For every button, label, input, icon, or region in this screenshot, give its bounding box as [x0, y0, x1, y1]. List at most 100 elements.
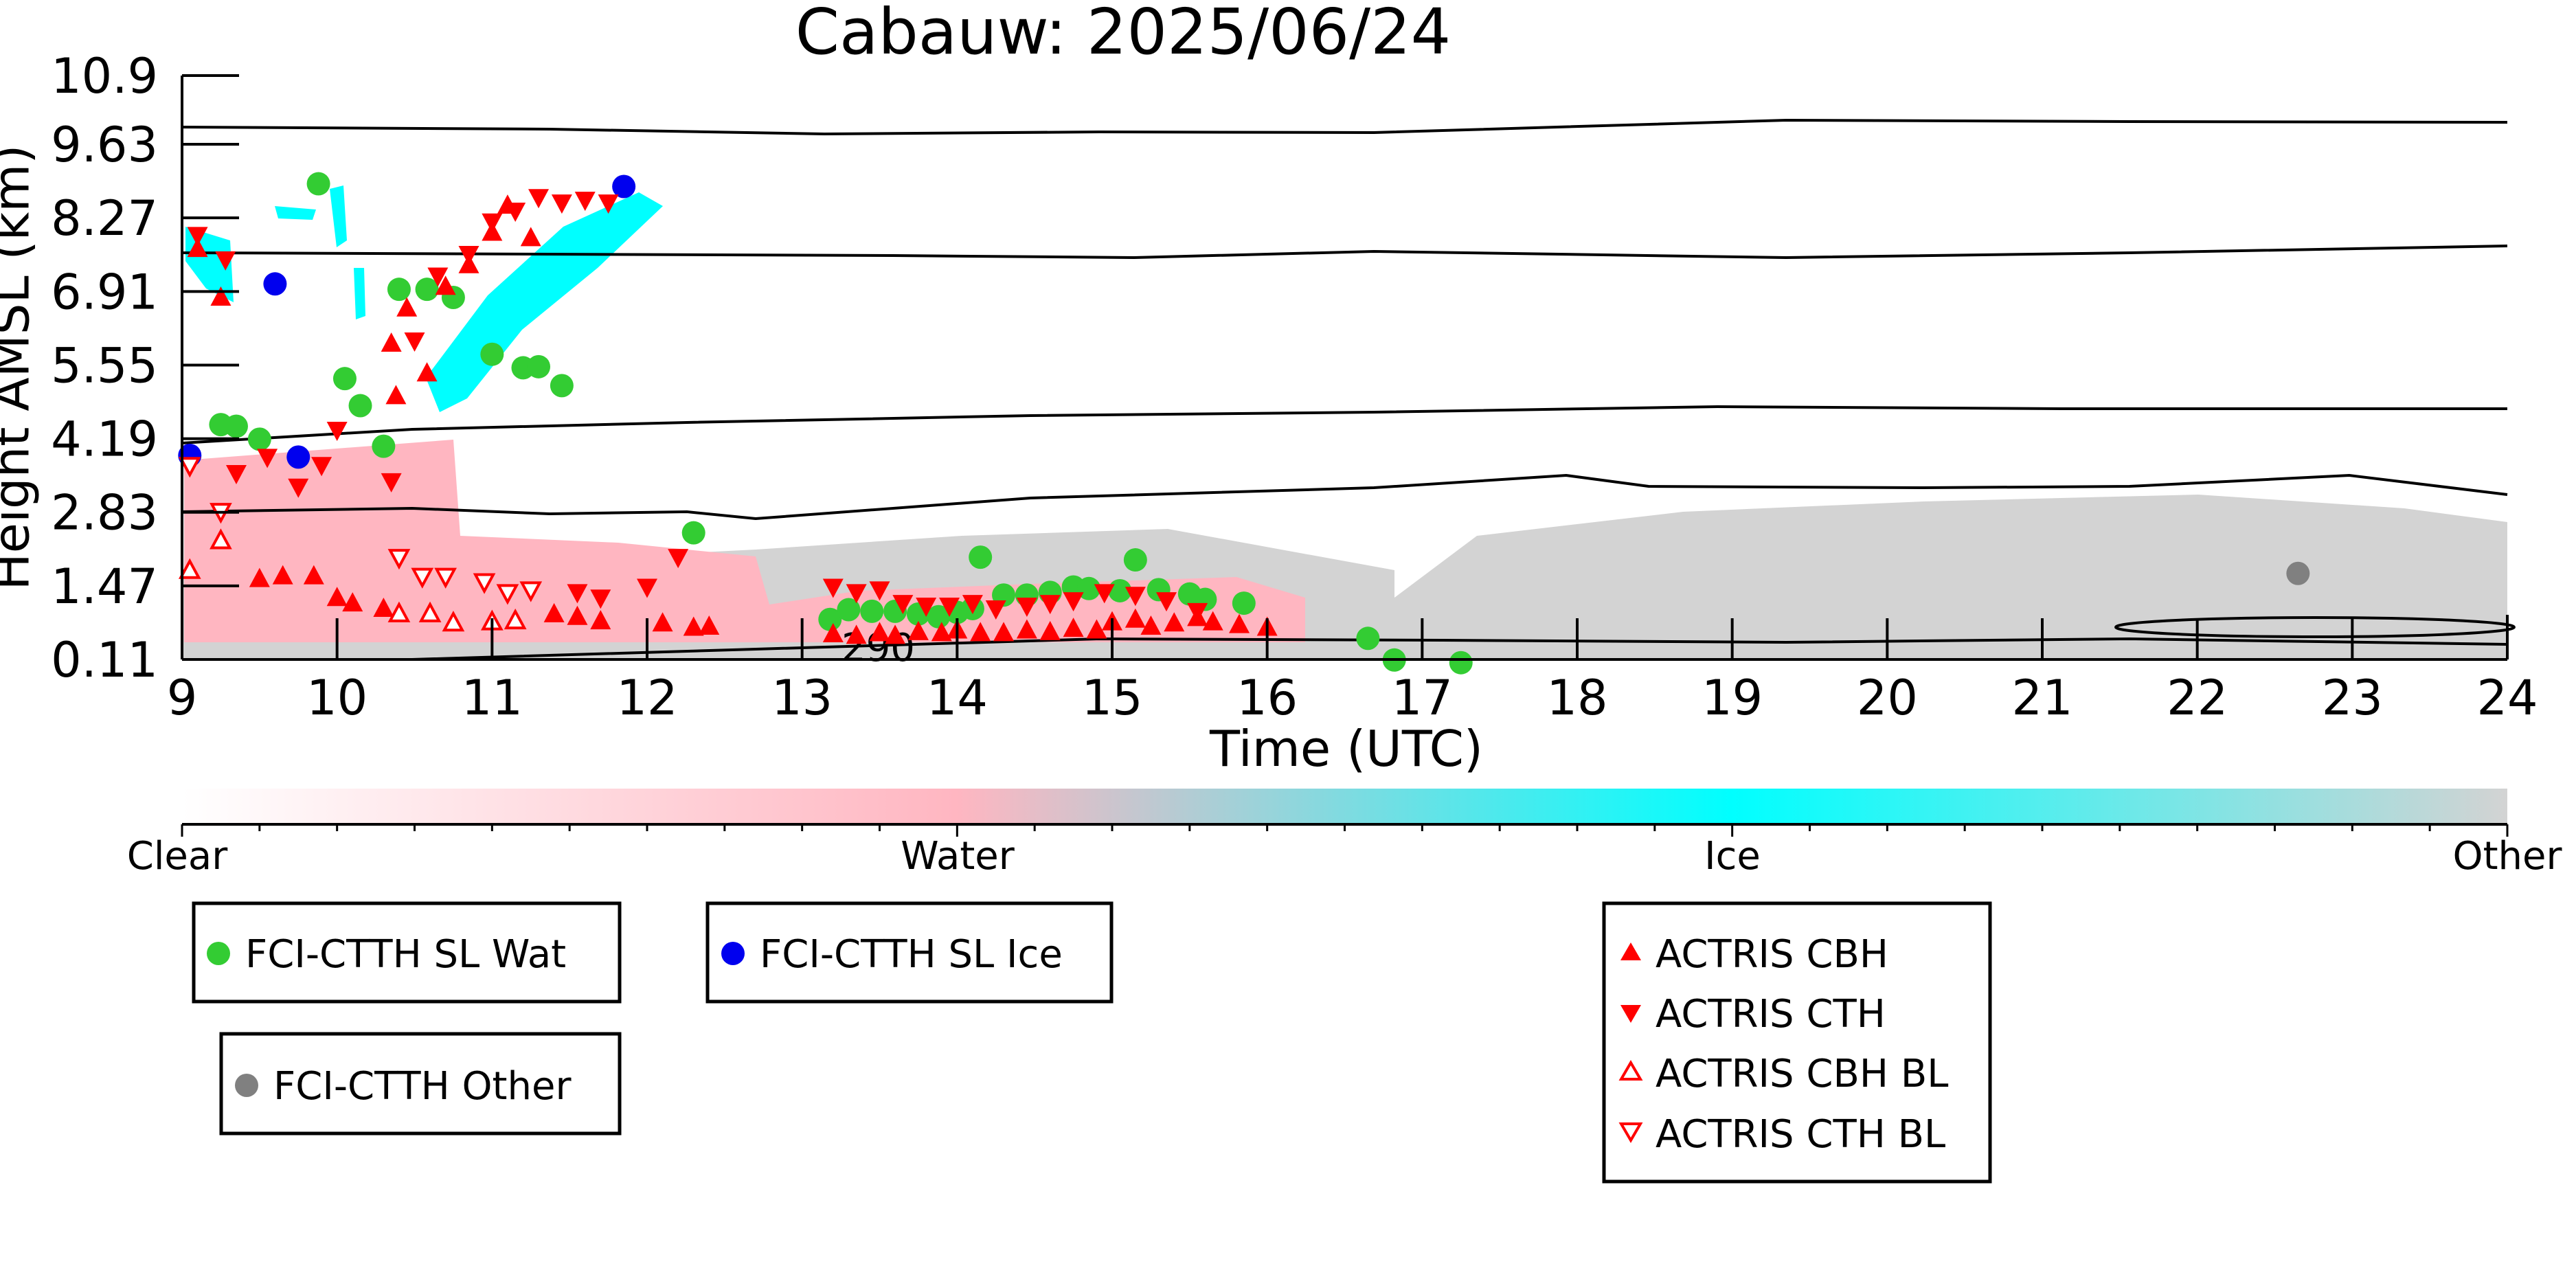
legend-ice: FCI-CTTH SL Ice [705, 901, 1114, 1004]
point-actris-cbh [385, 385, 407, 405]
point-actris-cbh [683, 616, 704, 636]
legend-label-wat: FCI-CTTH SL Wat [245, 932, 566, 977]
y-tick-label: 8.27 [51, 190, 158, 247]
point-actris-cth [1039, 595, 1061, 615]
legend-label-other: FCI-CTTH Other [273, 1064, 572, 1109]
x-tick-label: 13 [771, 670, 833, 726]
x-tick-label: 17 [1392, 670, 1453, 726]
point-actris-cth [869, 581, 890, 601]
point-actris-cth [590, 589, 611, 609]
point-fci-ice [612, 174, 636, 199]
point-actris-cth [551, 194, 572, 214]
point-actris-cbh [590, 610, 611, 630]
point-actris-cbh [520, 227, 541, 247]
y-tick-label: 1.47 [51, 558, 158, 615]
chart-title: Cabauw: 2025/06/24 [795, 0, 1451, 69]
point-actris-cth [1063, 592, 1084, 612]
contour-line [181, 118, 2508, 136]
point-actris-cth [939, 598, 960, 618]
x-tick-label: 19 [1702, 670, 1763, 726]
point-actris-cth [1187, 602, 1208, 622]
point-actris-cth [505, 202, 526, 222]
point-actris-cbh-bl [387, 601, 411, 622]
point-actris-cth [985, 600, 1006, 620]
point-actris-cbh-bl [178, 558, 201, 579]
legend-label-cth-bl: ACTRIS CTH BL [1656, 1112, 1945, 1157]
x-tick-label: 18 [1546, 670, 1607, 726]
x-tick-label: 21 [2011, 670, 2072, 726]
point-actris-cth [1016, 598, 1037, 618]
y-tick-label: 10.9 [51, 48, 158, 104]
point-actris-cbh [970, 622, 991, 642]
point-fci-wat [1077, 576, 1101, 600]
contour-ellipse [2114, 616, 2516, 638]
legend-marker-other [235, 1074, 258, 1097]
colorbar-label-clear: Clear [127, 834, 228, 879]
ice-fragments [275, 185, 365, 319]
point-actris-cbh [249, 567, 270, 587]
legend-marker-wat [207, 942, 230, 965]
point-actris-cbh [567, 605, 588, 625]
point-actris-cth-bl [519, 581, 543, 602]
point-actris-cbh [931, 622, 952, 642]
point-actris-cth [1094, 584, 1115, 604]
point-actris-cbh [885, 624, 906, 644]
legend-box [192, 901, 622, 1004]
point-actris-cbh [381, 332, 402, 352]
colorbar [182, 789, 2507, 824]
point-actris-cth [1125, 587, 1146, 607]
point-actris-cth [311, 457, 332, 477]
legend-wat: FCI-CTTH SL Wat [192, 901, 622, 1004]
y-tick-label: 9.63 [51, 117, 158, 173]
point-fci-wat [332, 367, 357, 391]
point-actris-cth [187, 227, 208, 247]
contour-line [411, 637, 2508, 661]
point-fci-ice [286, 445, 310, 469]
point-fci-wat [818, 607, 842, 631]
y-tick-label: 6.91 [51, 264, 158, 320]
point-actris-cbh [396, 297, 418, 317]
point-actris-cbh [342, 592, 363, 612]
point-actris-cth [482, 213, 503, 233]
point-actris-cth-bl [434, 567, 457, 589]
legend-actris: ACTRIS CBH ACTRIS CTH ACTRIS CBH BL ACTR… [1602, 901, 1992, 1184]
contour-line [181, 405, 2507, 444]
y-tick-label: 5.55 [51, 337, 158, 394]
point-actris-cbh [993, 622, 1015, 642]
point-actris-cbh-bl [504, 608, 527, 630]
point-fci-wat [1356, 626, 1380, 651]
x-tick-label: 15 [1081, 670, 1142, 726]
x-axis-label: Time (UTC) [1209, 720, 1483, 778]
contour-line [181, 245, 2508, 260]
point-fci-wat [969, 545, 993, 569]
point-actris-cbh [1140, 615, 1162, 635]
point-actris-cbh [435, 275, 456, 295]
point-actris-cth-bl [178, 457, 201, 478]
point-actris-cbh [1164, 612, 1185, 632]
point-actris-cth-bl [473, 573, 496, 594]
point-fci-wat [348, 394, 372, 418]
point-actris-cbh [187, 238, 208, 258]
point-actris-cth [326, 421, 348, 441]
point-fci-wat [927, 605, 951, 629]
point-fci-wat [1232, 591, 1256, 615]
point-actris-cbh [272, 565, 293, 585]
point-actris-cbh [1063, 618, 1084, 637]
point-fci-other [2286, 561, 2310, 585]
x-tick-label: 14 [927, 670, 988, 726]
point-actris-cth [846, 584, 867, 604]
tick-labels: 9 10 11 12 13 14 15 16 17 18 19 20 21 22 23 24 0.11 1.47 2… [51, 48, 2538, 726]
point-actris-cth [381, 473, 402, 493]
point-actris-cth-bl [387, 549, 411, 570]
legend-marker-cbh-bl [1618, 1060, 1643, 1081]
x-tick-label: 10 [306, 670, 368, 726]
point-fci-wat [550, 374, 574, 398]
point-actris-cbh [652, 612, 673, 632]
point-fci-wat [837, 598, 861, 622]
colorbar-ticks [181, 824, 2509, 837]
legend-marker-cth-bl [1618, 1122, 1643, 1143]
point-actris-cbh [1229, 613, 1250, 633]
point-actris-cbh [303, 565, 324, 585]
legend-marker-cth [1620, 1005, 1641, 1023]
point-actris-cth [822, 578, 844, 598]
